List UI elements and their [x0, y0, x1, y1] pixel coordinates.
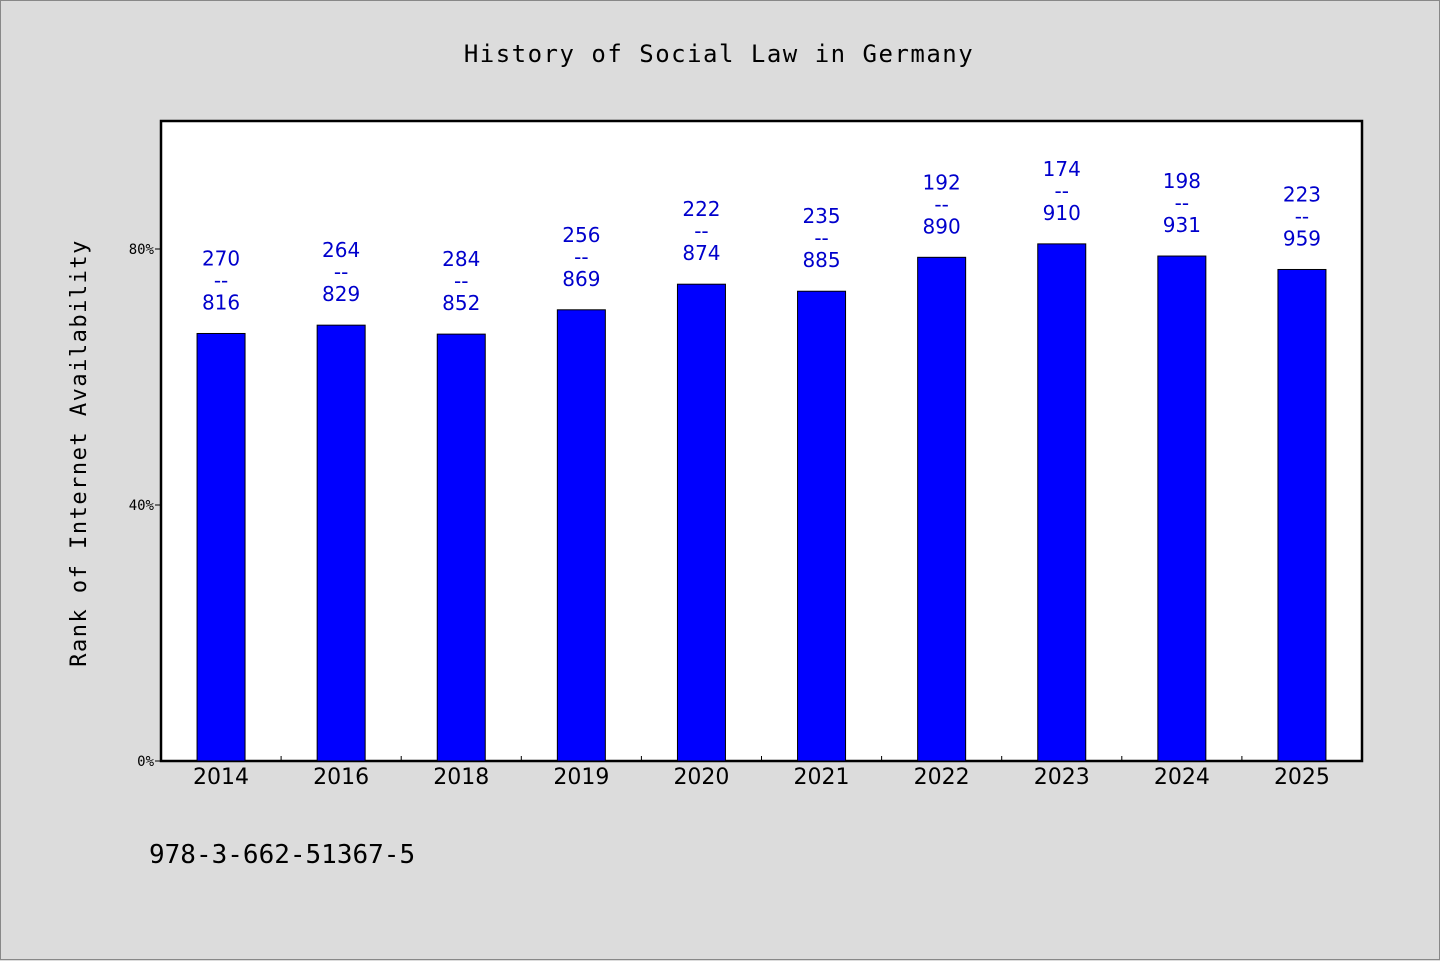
- x-tick-label-2014: 2014: [193, 765, 249, 790]
- data-label-bottom-2023: 910: [1043, 201, 1081, 225]
- x-tick-label-2021: 2021: [794, 765, 850, 790]
- data-label-sep-2023: --: [1055, 179, 1069, 203]
- data-label-sep-2016: --: [334, 260, 348, 284]
- data-label-sep-2019: --: [574, 245, 588, 269]
- data-label-bottom-2019: 869: [562, 267, 600, 291]
- data-label-bottom-2021: 885: [802, 248, 840, 272]
- x-tick-label-2016: 2016: [313, 765, 369, 790]
- data-label-bottom-2018: 852: [442, 291, 480, 315]
- bar-2022: [917, 256, 967, 762]
- data-label-bottom-2020: 874: [682, 241, 720, 265]
- data-label-sep-2021: --: [814, 226, 828, 250]
- x-tick-label-2019: 2019: [553, 765, 609, 790]
- data-label-bottom-2016: 829: [322, 282, 360, 306]
- bar-2021: [797, 290, 847, 762]
- x-tick-label-2023: 2023: [1034, 765, 1090, 790]
- data-label-top-2020: 222: [682, 197, 720, 221]
- data-label-top-2019: 256: [562, 223, 600, 247]
- y-axis-ticks: 0% 40% 80%: [129, 242, 161, 770]
- bar-2018: [436, 333, 486, 762]
- bar-2020: [676, 283, 726, 762]
- data-labels-group: 270--816264--829284--852256--869222--874…: [202, 157, 1321, 315]
- x-tick-label-2020: 2020: [673, 765, 729, 790]
- data-label-sep-2024: --: [1175, 191, 1189, 215]
- data-label-bottom-2025: 959: [1283, 226, 1321, 250]
- y-tick-label-40: 40%: [129, 498, 155, 514]
- bar-2019: [556, 309, 606, 762]
- x-tick-label-2022: 2022: [914, 765, 970, 790]
- data-label-top-2025: 223: [1283, 182, 1321, 206]
- data-label-top-2023: 174: [1043, 157, 1081, 181]
- data-label-sep-2022: --: [934, 192, 948, 216]
- bar-2016: [316, 324, 366, 762]
- data-label-sep-2025: --: [1295, 204, 1309, 228]
- x-axis-ticks: 2014 2016 2018 2019 2020 2021 2022 2023 2024 2025: [193, 756, 1330, 790]
- data-label-top-2018: 284: [442, 247, 480, 271]
- data-label-bottom-2022: 890: [923, 214, 961, 238]
- data-label-sep-2018: --: [454, 269, 468, 293]
- bars-group: [196, 243, 1327, 762]
- data-label-sep-2020: --: [694, 219, 708, 243]
- data-label-bottom-2024: 931: [1163, 213, 1201, 237]
- footer-isbn: 978-3-662-51367-5: [149, 840, 415, 870]
- data-label-sep-2014: --: [214, 268, 228, 292]
- bar-2025: [1277, 268, 1327, 762]
- x-tick-label-2018: 2018: [433, 765, 489, 790]
- x-tick-label-2025: 2025: [1274, 765, 1330, 790]
- y-tick-label-0: 0%: [137, 754, 154, 770]
- y-tick-label-80: 80%: [129, 242, 155, 258]
- chart-title: History of Social Law in Germany: [464, 40, 974, 68]
- y-axis-label: Rank of Internet Availability: [67, 239, 92, 667]
- data-label-top-2014: 270: [202, 246, 240, 270]
- data-label-top-2016: 264: [322, 238, 360, 262]
- data-label-top-2022: 192: [923, 170, 961, 194]
- data-label-top-2024: 198: [1163, 169, 1201, 193]
- x-tick-label-2024: 2024: [1154, 765, 1210, 790]
- bar-2024: [1157, 255, 1207, 762]
- data-label-top-2021: 235: [802, 204, 840, 228]
- bar-2023: [1037, 243, 1087, 762]
- bar-2014: [196, 332, 246, 762]
- data-label-bottom-2014: 816: [202, 290, 240, 314]
